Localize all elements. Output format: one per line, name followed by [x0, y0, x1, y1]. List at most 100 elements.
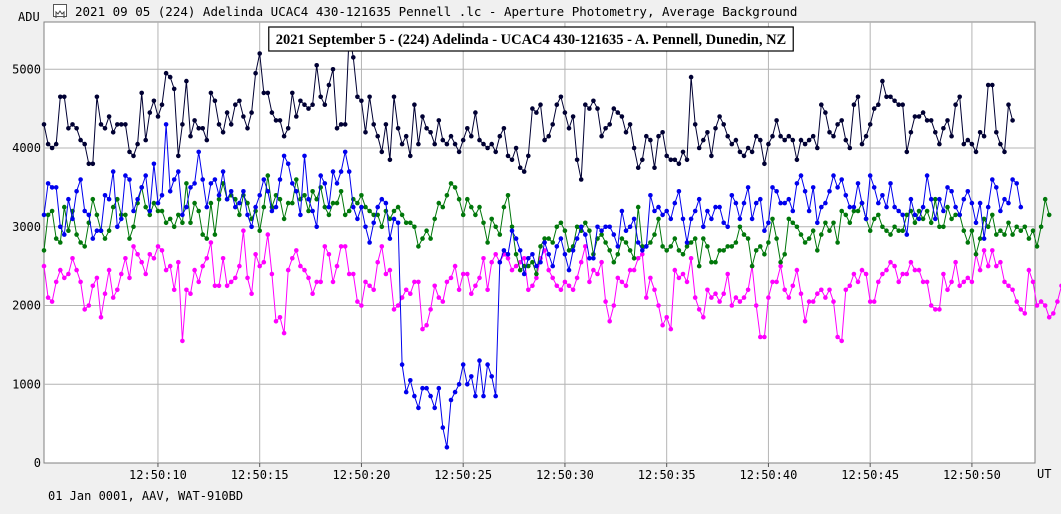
- series-1-point: [237, 200, 242, 206]
- series-2-point: [623, 240, 629, 245]
- series-1-point: [884, 204, 889, 210]
- series-0-point: [896, 102, 901, 107]
- x-tick-label: 12:50:10: [129, 468, 187, 482]
- series-2-point: [542, 236, 547, 241]
- series-0-point: [709, 153, 714, 159]
- series-3-point: [737, 299, 743, 304]
- series-1-point: [705, 208, 710, 214]
- series-3-point: [428, 307, 433, 312]
- series-3-point: [709, 295, 714, 300]
- series-2-point: [163, 220, 169, 226]
- series-0-point: [892, 98, 897, 104]
- series-2-point: [965, 240, 971, 245]
- series-1-point: [322, 181, 328, 186]
- series-3-point: [603, 299, 608, 304]
- series-2-point: [798, 232, 804, 237]
- series-3-point: [668, 326, 674, 332]
- series-3-point: [228, 279, 234, 285]
- series-3-point: [412, 279, 417, 285]
- series-1-point: [176, 169, 181, 174]
- series-1-point: [562, 252, 568, 257]
- series-0-point: [851, 102, 857, 107]
- series-1-point: [550, 263, 555, 269]
- series-0-point: [676, 161, 682, 167]
- series-3-point: [290, 255, 295, 261]
- x-tick-label: 12:50:45: [841, 468, 899, 482]
- series-1-point: [876, 200, 881, 206]
- series-2-point: [762, 252, 767, 257]
- lightcurve-app-icon[interactable]: [53, 4, 67, 18]
- series-2-point: [94, 212, 100, 218]
- series-1-point: [49, 185, 55, 190]
- series-0-point: [1002, 149, 1007, 155]
- series-3-point: [277, 315, 283, 320]
- series-3-point: [119, 271, 124, 277]
- series-2-point: [806, 236, 812, 241]
- series-1-point: [456, 382, 462, 387]
- series-0-point: [220, 130, 226, 135]
- series-1-point: [941, 208, 946, 214]
- series-2-point: [383, 208, 389, 214]
- series-2-point: [656, 216, 661, 222]
- series-3-point: [778, 263, 783, 269]
- series-2-point: [147, 212, 153, 218]
- series-1-point: [204, 204, 210, 210]
- series-3-point: [701, 315, 706, 320]
- series-3-point: [395, 303, 401, 308]
- series-1-point: [233, 204, 238, 210]
- series-0-point: [412, 102, 417, 107]
- series-0-point: [351, 55, 356, 60]
- series-0-point: [644, 133, 649, 139]
- series-2-point: [460, 212, 466, 218]
- series-3-point: [1034, 303, 1040, 308]
- series-3-point: [965, 275, 971, 281]
- series-1-point: [82, 208, 87, 214]
- series-3-point: [371, 287, 377, 293]
- series-1-point: [656, 204, 661, 210]
- series-3-point: [294, 248, 299, 253]
- series-0-point: [733, 137, 739, 143]
- series-0-point: [648, 137, 653, 143]
- series-3-point: [733, 295, 739, 300]
- series-3-point: [505, 255, 511, 261]
- series-0-point: [379, 149, 385, 155]
- series-2-point: [786, 216, 792, 222]
- series-1-point: [949, 189, 954, 194]
- series-3-point: [558, 287, 564, 293]
- series-0-point: [810, 133, 816, 139]
- series-0-point: [399, 141, 405, 147]
- series-2-point: [851, 208, 857, 214]
- series-1-point: [440, 425, 446, 430]
- footer-info: 01 Jan 0001, AAV, WAT-910BD: [48, 489, 244, 503]
- series-2-point: [924, 208, 930, 214]
- series-1-point: [896, 208, 901, 214]
- series-0-point: [135, 141, 140, 147]
- series-0-point: [180, 122, 185, 127]
- series-0-point: [619, 114, 625, 119]
- series-0-point: [200, 126, 205, 131]
- series-3-point: [924, 279, 930, 285]
- series-0-point: [342, 122, 348, 127]
- series-3-point: [363, 279, 368, 285]
- series-0-point: [741, 153, 747, 159]
- series-0-point: [237, 98, 242, 104]
- series-2-point: [945, 204, 950, 210]
- series-1-point: [737, 216, 743, 222]
- series-3-point: [904, 271, 910, 277]
- series-2-point: [937, 224, 942, 230]
- series-1-point: [501, 248, 507, 253]
- series-layer: [41, 31, 1061, 450]
- series-2-point: [41, 248, 47, 253]
- series-0-point: [953, 102, 958, 107]
- series-3-point: [631, 267, 637, 273]
- series-0-point: [554, 102, 560, 107]
- series-2-point: [1022, 224, 1028, 230]
- series-0-point: [509, 157, 515, 163]
- series-0-point: [912, 114, 918, 119]
- series-3-point: [831, 299, 836, 304]
- series-0-point: [408, 153, 413, 159]
- series-1-point: [721, 220, 726, 226]
- series-0-point: [994, 130, 999, 135]
- series-1-point: [334, 181, 340, 186]
- series-3-point: [696, 307, 702, 312]
